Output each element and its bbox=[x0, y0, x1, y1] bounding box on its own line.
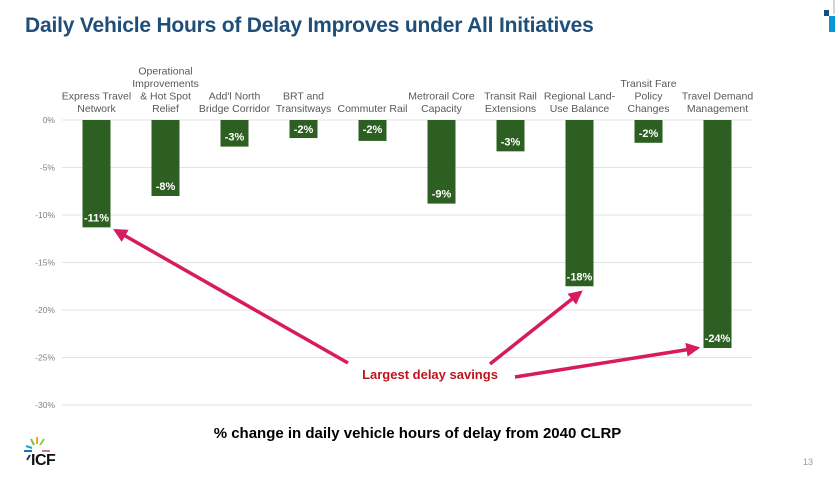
category-label: Relief bbox=[152, 103, 179, 115]
category-label: Capacity bbox=[421, 103, 463, 115]
data-label: -9% bbox=[432, 189, 452, 201]
data-label: -3% bbox=[225, 132, 245, 144]
y-tick-label: -5% bbox=[40, 163, 56, 173]
logo-ray-green bbox=[30, 438, 35, 446]
y-tick-label: -30% bbox=[35, 400, 55, 410]
category-label: Transit Rail bbox=[484, 91, 537, 103]
sunburst-icon bbox=[24, 437, 50, 461]
corner-brand-mark bbox=[795, 0, 835, 40]
y-tick-label: -25% bbox=[35, 353, 55, 363]
bar bbox=[634, 120, 663, 143]
bar bbox=[82, 120, 111, 228]
corner-square-blue bbox=[829, 16, 835, 32]
category-label: Extensions bbox=[485, 103, 536, 115]
y-tick-label: -15% bbox=[35, 258, 55, 268]
corner-edge bbox=[833, 0, 835, 14]
bar bbox=[565, 120, 594, 287]
data-label: -2% bbox=[294, 124, 314, 136]
logo-ray-teal bbox=[25, 445, 33, 449]
data-label: -2% bbox=[363, 124, 383, 136]
bar bbox=[151, 120, 180, 196]
data-label: -2% bbox=[639, 128, 659, 140]
y-tick-label: 0% bbox=[43, 115, 56, 125]
slide-title: Daily Vehicle Hours of Delay Improves un… bbox=[25, 14, 594, 37]
data-labels: -11% -8% -3% -2% -2% -9% -3% -18% -2% -24% bbox=[84, 124, 731, 345]
category-label: Metrorail Core bbox=[408, 91, 475, 103]
category-label: & Hot Spot bbox=[140, 91, 191, 103]
category-label: Network bbox=[77, 103, 116, 115]
annotation-text: Largest delay savings bbox=[362, 367, 498, 382]
category-label: BRT and bbox=[283, 91, 324, 103]
bar bbox=[289, 120, 318, 139]
data-label: -18% bbox=[567, 271, 593, 283]
annotation-arrows bbox=[113, 228, 701, 379]
data-label: -11% bbox=[84, 212, 109, 224]
annotation-arrow bbox=[488, 290, 583, 366]
category-label: Regional Land- bbox=[544, 91, 616, 103]
category-label: Express Travel bbox=[62, 91, 131, 103]
category-label: Operational bbox=[138, 66, 192, 78]
logo-ray-navy bbox=[26, 454, 31, 461]
category-label: Commuter Rail bbox=[337, 103, 407, 115]
category-label: Improvements bbox=[132, 78, 199, 90]
annotation-arrow bbox=[514, 342, 701, 379]
y-tick-label: -10% bbox=[35, 210, 55, 220]
bar bbox=[427, 120, 456, 204]
bar bbox=[496, 120, 525, 152]
bars bbox=[82, 120, 732, 348]
data-label: -24% bbox=[705, 333, 731, 345]
category-label: Management bbox=[687, 103, 748, 115]
category-label: Bridge Corridor bbox=[199, 103, 271, 115]
category-label: Policy bbox=[634, 91, 663, 103]
corner-square-dark bbox=[824, 10, 829, 16]
category-label: Changes bbox=[627, 103, 669, 115]
category-label: Travel Demand bbox=[682, 91, 754, 103]
logo-ray-lightgreen bbox=[39, 438, 45, 446]
logo-text: ICF bbox=[31, 452, 56, 469]
category-label: Transit Fare bbox=[620, 78, 676, 90]
page-number: 13 bbox=[802, 457, 813, 467]
data-label: -3% bbox=[501, 136, 521, 148]
bar bbox=[703, 120, 732, 348]
annotation-arrow bbox=[113, 228, 349, 365]
category-label: Add'l North bbox=[209, 91, 261, 103]
category-label: Transitways bbox=[276, 103, 332, 115]
category-label: Use Balance bbox=[550, 103, 610, 115]
y-tick-label: -20% bbox=[35, 305, 55, 315]
y-axis-ticks: 0% -5% -10% -15% -20% -25% -30% bbox=[35, 115, 55, 410]
bar bbox=[358, 120, 387, 141]
data-label: -8% bbox=[156, 181, 176, 193]
x-axis-label: % change in daily vehicle hours of delay… bbox=[213, 425, 622, 442]
bar bbox=[220, 120, 249, 147]
icf-logo: ICF bbox=[22, 436, 72, 472]
